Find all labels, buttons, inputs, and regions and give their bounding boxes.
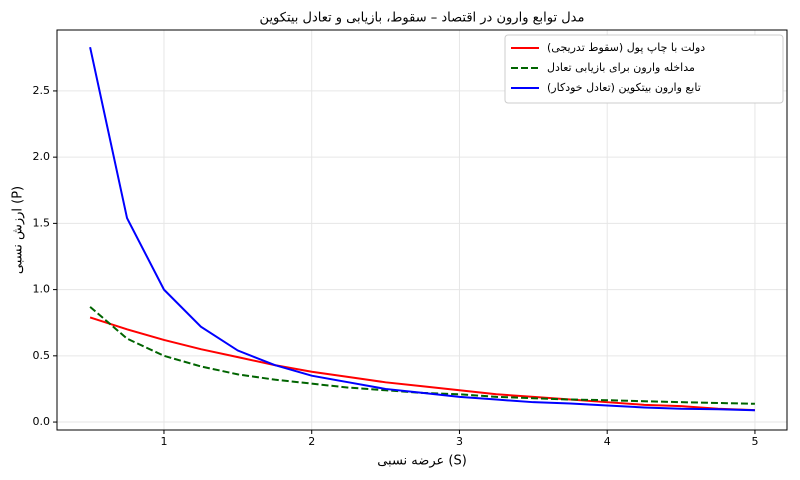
x-tick-label: 4 (604, 435, 611, 448)
x-tick-label: 3 (456, 435, 463, 448)
series-line (89, 47, 755, 412)
y-axis-label: ارزش نسبی (P) (11, 186, 26, 274)
series-line (89, 316, 755, 412)
y-tick-label: 0.5 (33, 349, 51, 362)
series-line (89, 306, 755, 405)
legend-label: دولت با چاپ پول (سقوط تدریجی) (547, 41, 705, 54)
x-tick-label: 5 (751, 435, 758, 448)
x-axis-label: عرضه نسبی (S) (377, 454, 467, 469)
plot-frame (56, 29, 788, 431)
x-tick-label: 2 (308, 435, 315, 448)
y-tick-label: 2.5 (33, 84, 51, 97)
legend-box (504, 34, 784, 104)
legend-label: تابع وارون بیتکوین (تعادل خودکار) (547, 81, 701, 94)
legend-label: مداخله وارون برای بازیابی تعادل (547, 61, 695, 74)
y-tick-label: 2.0 (33, 150, 51, 163)
chart-title: مدل توابع وارون در اقتصاد – سقوط، بازیاب… (260, 11, 585, 26)
y-tick-label: 1.0 (33, 283, 51, 296)
x-tick-label: 1 (160, 435, 167, 448)
y-tick-label: 0.0 (33, 415, 51, 428)
y-tick-label: 1.5 (33, 216, 51, 229)
